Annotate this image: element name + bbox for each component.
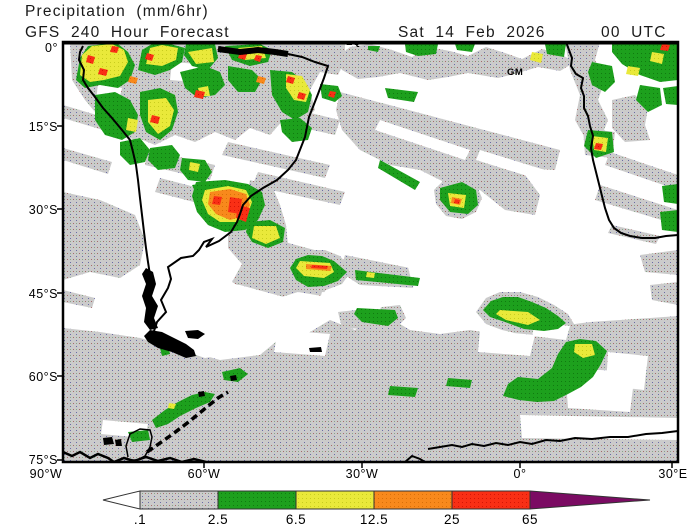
colorbar-left-arrow <box>102 490 141 510</box>
lat-tick-15s: 15°S <box>29 120 58 134</box>
cbar-label-0: .1 <box>134 512 146 525</box>
axis-ticks <box>57 125 673 468</box>
colorbar-seg-orange <box>373 490 453 510</box>
cbar-label-3: 12.5 <box>360 512 388 525</box>
valid-date: Sat 14 Feb 2026 <box>398 24 546 41</box>
patagonia-andes-ice <box>142 268 158 330</box>
lat-tick-30s: 30°S <box>29 203 58 217</box>
precip-red-areas <box>86 44 670 269</box>
lon-axis-labels: 90°W 60°W 30°W 0° 30°E <box>30 467 687 481</box>
colorbar-seg-green <box>217 490 297 510</box>
antarctic-peninsula-coast <box>63 450 207 462</box>
colorbar-labels: .1 2.5 6.5 12.5 25 65 <box>134 512 538 525</box>
cbar-label-4: 25 <box>444 512 460 525</box>
greenwich-meridian-label: GM <box>507 67 523 78</box>
colorbar-seg-gray <box>139 490 219 510</box>
lat-tick-0: 0° <box>45 41 58 55</box>
lon-tick-30e: 30°E <box>658 467 687 481</box>
lon-tick-0: 0° <box>514 467 527 481</box>
cbar-label-2: 6.5 <box>286 512 306 525</box>
lat-tick-75s: 75°S <box>29 453 58 467</box>
antarctica-coastline <box>404 430 678 462</box>
colorbar-seg-red <box>451 490 531 510</box>
ice-shelf-outline <box>125 428 153 461</box>
south-america-north-coast-thick <box>217 46 289 57</box>
cbar-label-5: 65 <box>522 512 538 525</box>
lat-tick-45s: 45°S <box>29 287 58 301</box>
falkland-islands <box>185 330 205 339</box>
lon-tick-30w: 30°W <box>346 467 379 481</box>
model-run-title: GFS 240 Hour Forecast <box>25 24 230 41</box>
header: Precipitation (mm/6hr) GFS 240 Hour Fore… <box>25 3 667 41</box>
south-america-west-coastline <box>77 45 152 289</box>
south-georgia-island <box>309 347 322 352</box>
colorbar-seg-yellow <box>295 490 375 510</box>
africa-coastline <box>565 42 678 239</box>
scotia-arc-specks <box>198 375 237 397</box>
coastlines <box>63 42 678 462</box>
cbar-label-1: 2.5 <box>208 512 228 525</box>
antarctic-islands <box>103 437 122 446</box>
lon-tick-90w: 90°W <box>30 467 63 481</box>
south-america-east-coastline <box>152 53 330 335</box>
lon-tick-60w: 60°W <box>188 467 221 481</box>
product-title: Precipitation (mm/6hr) <box>25 3 209 20</box>
lat-axis-labels: 0° 15°S 30°S 45°S 60°S 75°S <box>29 41 58 467</box>
equator-label: EQ <box>346 37 361 48</box>
lat-tick-60s: 60°S <box>29 370 58 384</box>
map-frame: 0° 15°S 30°S 45°S 60°S 75°S 90°W 60°W 30… <box>29 40 687 481</box>
colorbar: .1 2.5 6.5 12.5 25 65 <box>102 490 651 525</box>
colorbar-right-arrow-purple <box>529 490 651 510</box>
scotia-arc-island-chain <box>146 390 229 454</box>
valid-time: 00 UTC <box>601 24 667 41</box>
tierra-del-fuego <box>144 330 196 358</box>
